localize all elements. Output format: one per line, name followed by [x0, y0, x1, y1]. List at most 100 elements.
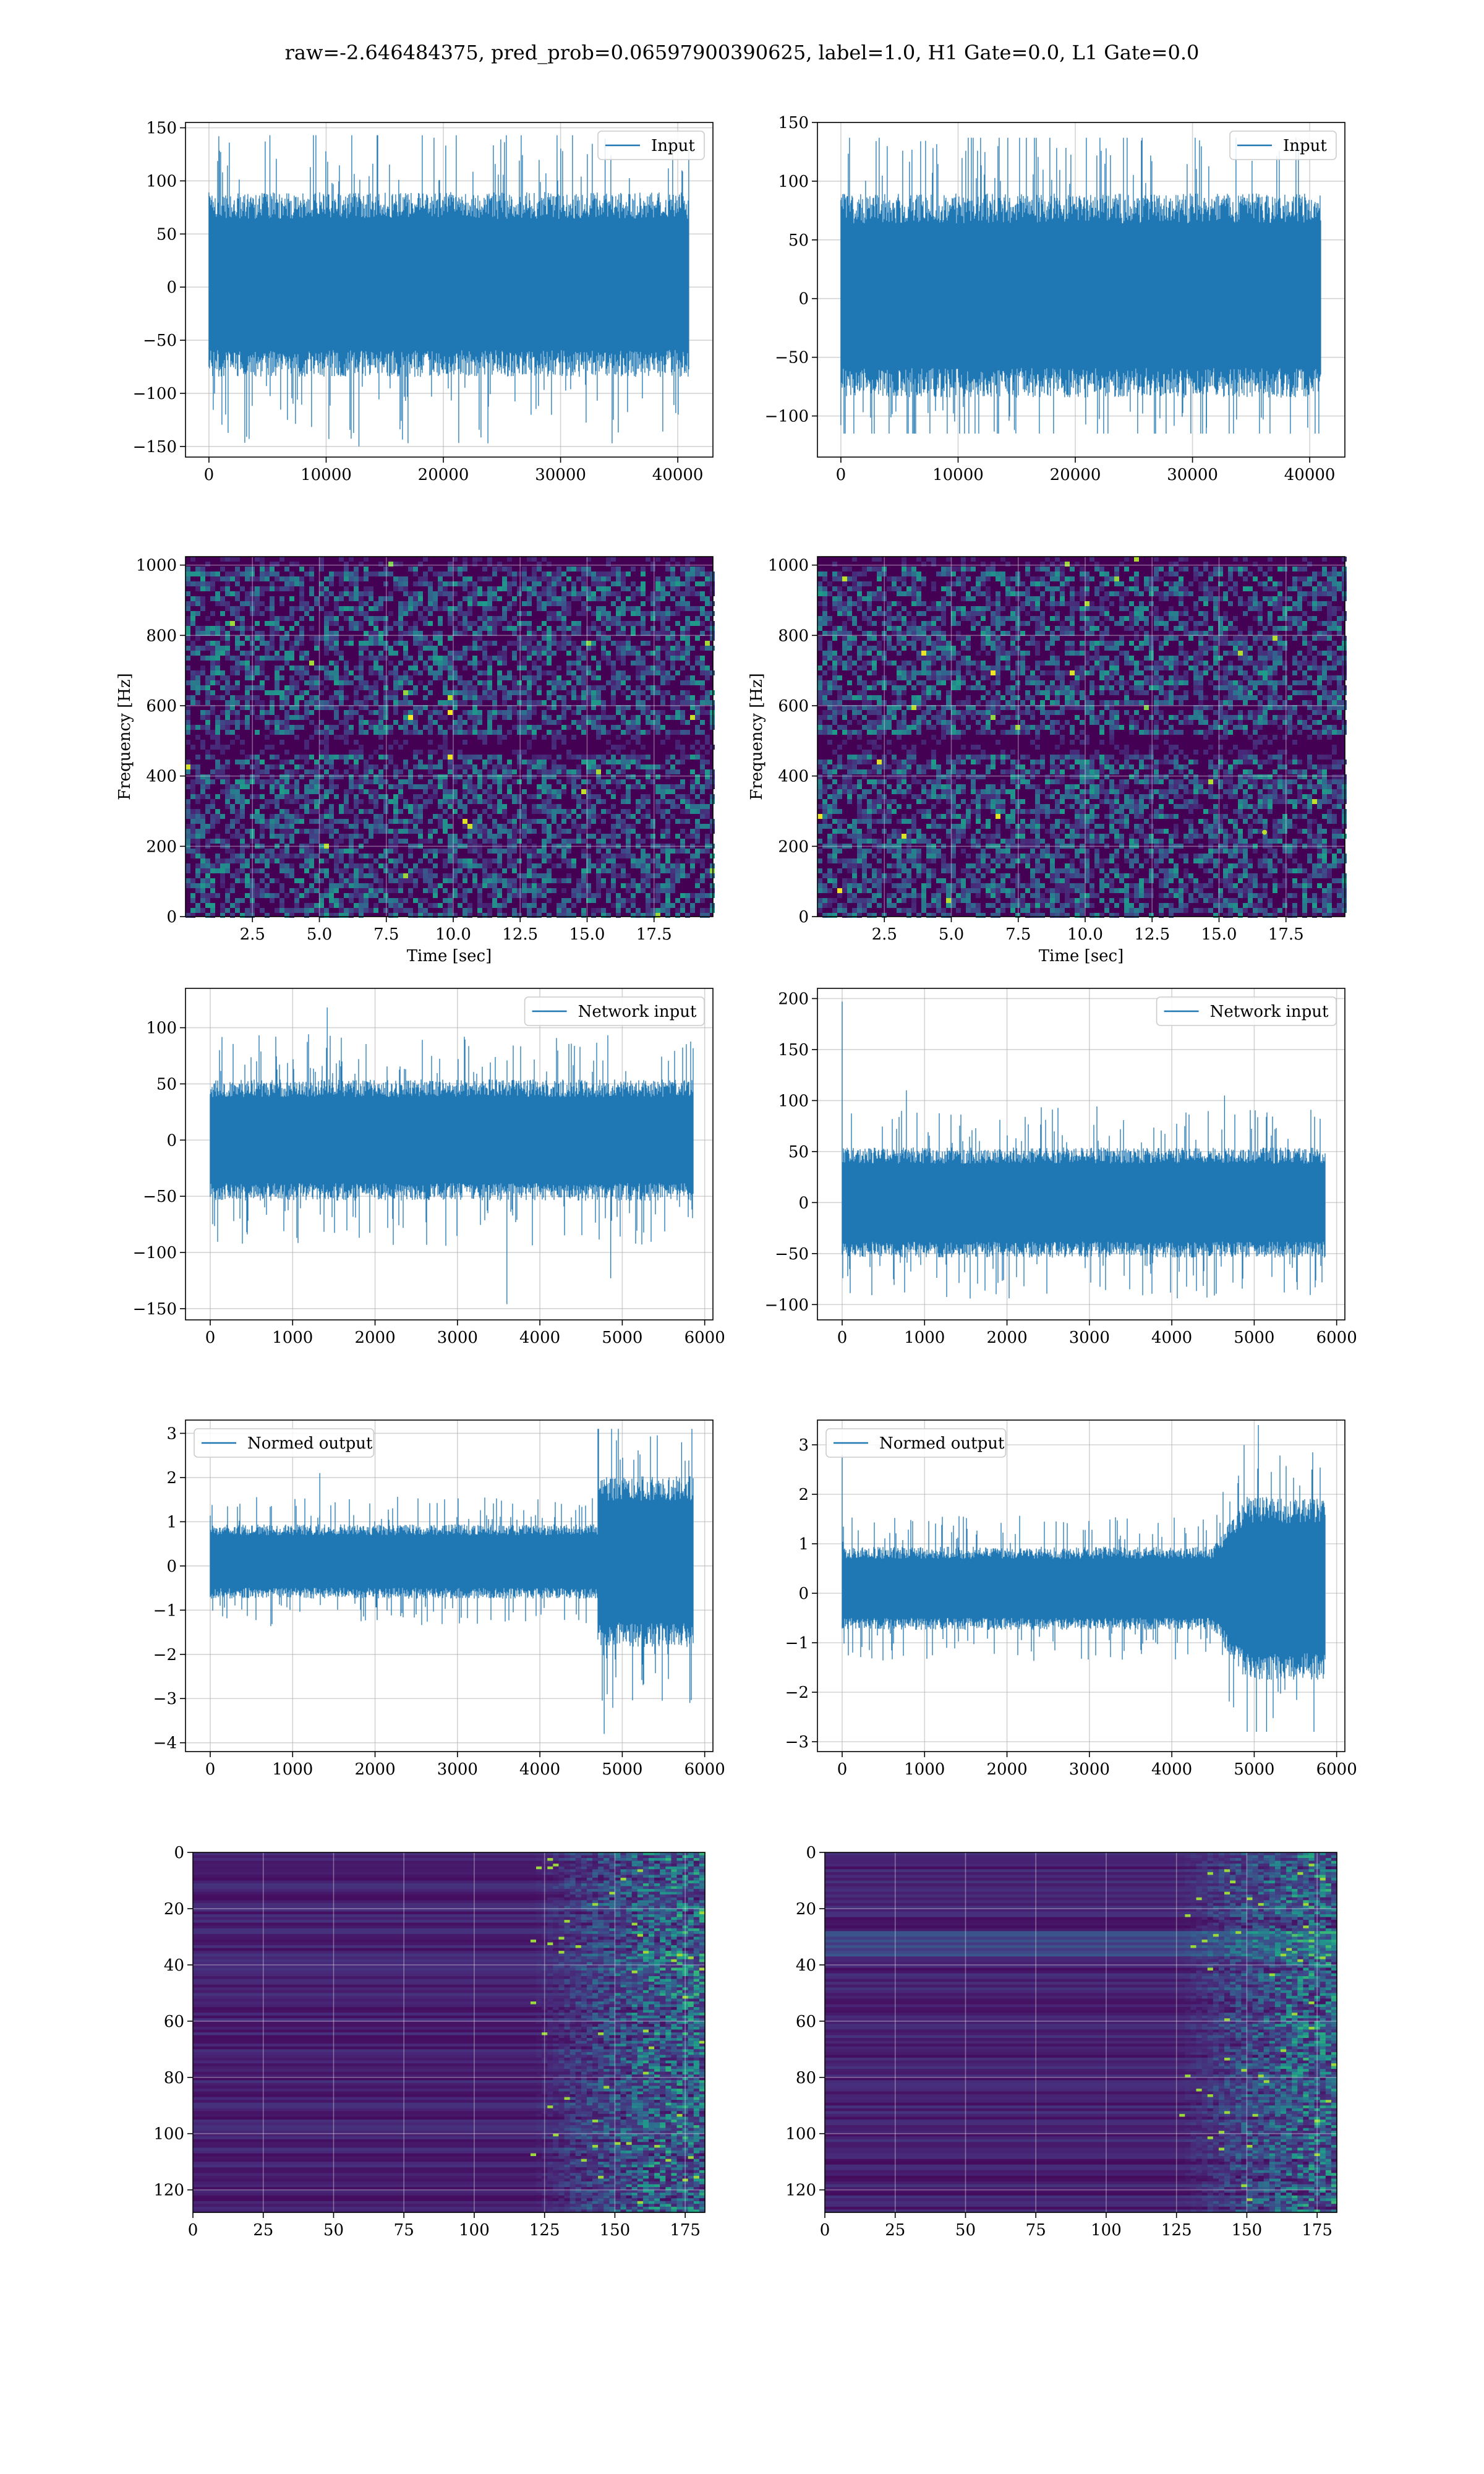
heatmap-cell — [190, 794, 195, 799]
heatmap-cell — [916, 591, 921, 596]
heatmap-cell — [408, 873, 413, 878]
heatmap-cell — [448, 591, 453, 596]
heatmap-cell — [591, 760, 596, 764]
heatmap-cell — [215, 631, 220, 636]
heatmap-cell — [547, 774, 552, 779]
heatmap-cell — [872, 557, 877, 562]
heatmap-cell — [418, 750, 423, 755]
heatmap-cell — [453, 725, 458, 730]
heatmap-cell — [334, 705, 339, 710]
heatmap-cell — [482, 651, 487, 656]
heatmap-cell — [463, 586, 467, 591]
heatmap-cell — [561, 740, 566, 745]
heatmap-cell — [289, 646, 294, 651]
heatmap-cell — [403, 670, 408, 675]
heatmap-cell — [867, 591, 872, 596]
heatmap-cell — [383, 626, 388, 631]
heatmap-cell — [646, 824, 650, 829]
heatmap-cell — [507, 695, 512, 700]
heatmap-cell — [448, 760, 453, 764]
heatmap-cell — [279, 814, 284, 819]
y-tick-label: 0 — [166, 908, 177, 927]
heatmap-cell — [591, 834, 596, 839]
heatmap-cell — [581, 666, 586, 670]
heatmap-cell — [611, 680, 616, 685]
heatmap-cell — [650, 611, 655, 616]
heatmap-cell — [655, 764, 660, 769]
heatmap-cell — [507, 844, 512, 849]
heatmap-cell — [413, 596, 418, 601]
heatmap-cell — [571, 824, 576, 829]
heatmap-cell — [324, 873, 329, 878]
heatmap-cell — [408, 849, 413, 854]
heatmap-cell — [665, 631, 670, 636]
heatmap-cell — [230, 557, 235, 562]
heatmap-cell — [542, 883, 547, 888]
heatmap-cell — [487, 631, 492, 636]
heatmap-cell — [641, 799, 646, 804]
heatmap-cell — [690, 680, 695, 685]
heatmap-cell — [547, 794, 552, 799]
heatmap-cell — [611, 641, 616, 646]
heatmap-cell — [250, 908, 255, 913]
heatmap-cell — [255, 661, 260, 666]
heatmap-cell — [561, 715, 566, 720]
heatmap-cell — [502, 606, 507, 611]
heatmap-cell — [418, 710, 423, 715]
heatmap-cell — [463, 611, 467, 616]
heatmap-cell — [279, 868, 284, 873]
heatmap-cell — [537, 700, 542, 705]
heatmap-cell — [586, 571, 591, 576]
heatmap-cell — [507, 641, 512, 646]
heatmap-cell — [186, 571, 190, 576]
heatmap-cell — [492, 903, 497, 908]
heatmap-cell — [837, 571, 842, 576]
heatmap-cell — [552, 670, 556, 675]
heatmap-cell — [448, 581, 453, 586]
heatmap-cell — [636, 809, 641, 814]
heatmap-cell — [532, 586, 537, 591]
heatmap-cell — [398, 680, 403, 685]
heatmap-cell — [685, 730, 690, 735]
heatmap-cell — [190, 646, 195, 651]
heatmap-cell — [230, 695, 235, 700]
heatmap-cell — [1020, 591, 1025, 596]
heatmap-cell — [255, 844, 260, 849]
heatmap-cell — [700, 705, 705, 710]
heatmap-cell — [576, 888, 581, 893]
heatmap-cell — [1213, 596, 1218, 601]
heatmap-cell — [294, 715, 299, 720]
heatmap-cell — [299, 601, 304, 606]
heatmap-cell — [393, 913, 398, 918]
heatmap-cell — [675, 621, 680, 626]
heatmap-cell — [532, 661, 537, 666]
heatmap-cell — [200, 883, 205, 888]
heatmap-cell — [1085, 576, 1090, 581]
heatmap-cell — [665, 581, 670, 586]
heatmap-cell — [250, 641, 255, 646]
heatmap-cell — [1005, 562, 1010, 567]
heatmap-cell — [448, 621, 453, 626]
heatmap-cell — [561, 769, 566, 774]
heatmap-cell — [556, 611, 561, 616]
heatmap-cell — [1129, 576, 1134, 581]
heatmap-cell — [309, 819, 314, 824]
heatmap-cell — [1208, 586, 1213, 591]
heatmap-cell — [1268, 586, 1273, 591]
heatmap-cell — [527, 636, 532, 641]
heatmap-cell — [309, 700, 314, 705]
heatmap-cell — [314, 829, 319, 834]
heatmap-cell — [245, 636, 250, 641]
heatmap-cell — [685, 755, 690, 760]
heatmap-cell — [344, 804, 349, 809]
heatmap-cell — [418, 730, 423, 735]
heatmap-cell — [507, 878, 512, 883]
heatmap-cell — [542, 873, 547, 878]
heatmap-cell — [680, 710, 685, 715]
heatmap-cell — [646, 596, 650, 601]
heatmap-cell — [225, 557, 230, 562]
heatmap-cell — [408, 680, 413, 685]
heatmap-cell — [705, 760, 710, 764]
heatmap-cell — [660, 740, 665, 745]
heatmap-cell — [383, 680, 388, 685]
